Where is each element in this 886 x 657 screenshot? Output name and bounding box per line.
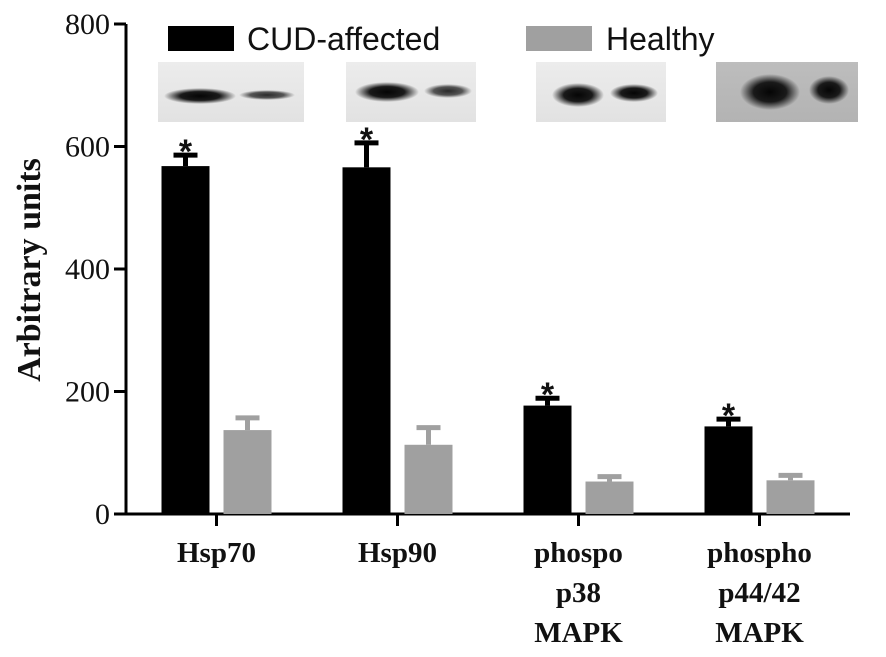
x-tick-label: phospo xyxy=(534,537,623,569)
legend-label-cud: CUD-affected xyxy=(247,21,440,57)
y-tick-label: 0 xyxy=(95,498,110,531)
legend-swatch-healthy xyxy=(526,26,592,51)
x-tick-label: MAPK xyxy=(715,617,804,649)
y-axis-label: Arbitrary units xyxy=(11,158,48,382)
y-tick-label: 600 xyxy=(65,131,110,164)
bar xyxy=(161,166,210,514)
y-tick-label: 800 xyxy=(65,8,110,41)
bar xyxy=(523,405,572,514)
y-tick-label: 200 xyxy=(65,376,110,409)
legend-label-healthy: Healthy xyxy=(606,21,715,57)
bar xyxy=(404,444,453,514)
bars: * * * * xyxy=(161,121,815,514)
bar xyxy=(342,167,391,514)
x-tick-label: MAPK xyxy=(534,617,623,649)
bar xyxy=(223,430,272,514)
legend-swatch-cud xyxy=(168,26,234,51)
western-blot-hsp70 xyxy=(158,62,304,122)
bar xyxy=(766,480,815,514)
legend: CUD-affected Healthy xyxy=(168,21,715,57)
y-tick-label: 400 xyxy=(65,253,110,286)
western-blot-phospo-p38 xyxy=(536,62,666,122)
significance-marker: * xyxy=(179,133,193,171)
x-tick-label: p44/42 xyxy=(718,577,800,609)
x-tick-label: Hsp90 xyxy=(358,537,437,569)
category-labels: Hsp70 Hsp90 phospo p38 MAPK phospho p44/42 MAPK xyxy=(177,537,812,649)
significance-marker: * xyxy=(541,376,555,414)
bar xyxy=(704,426,753,514)
significance-marker: * xyxy=(360,121,374,159)
x-tick-label: p38 xyxy=(556,577,601,609)
x-tick-label: phospho xyxy=(707,537,812,569)
significance-marker: * xyxy=(722,397,736,435)
western-blot-hsp90 xyxy=(346,62,476,122)
western-blot-phospho-p44-42 xyxy=(716,62,858,122)
bar xyxy=(585,481,634,514)
x-tick-label: Hsp70 xyxy=(177,537,256,569)
